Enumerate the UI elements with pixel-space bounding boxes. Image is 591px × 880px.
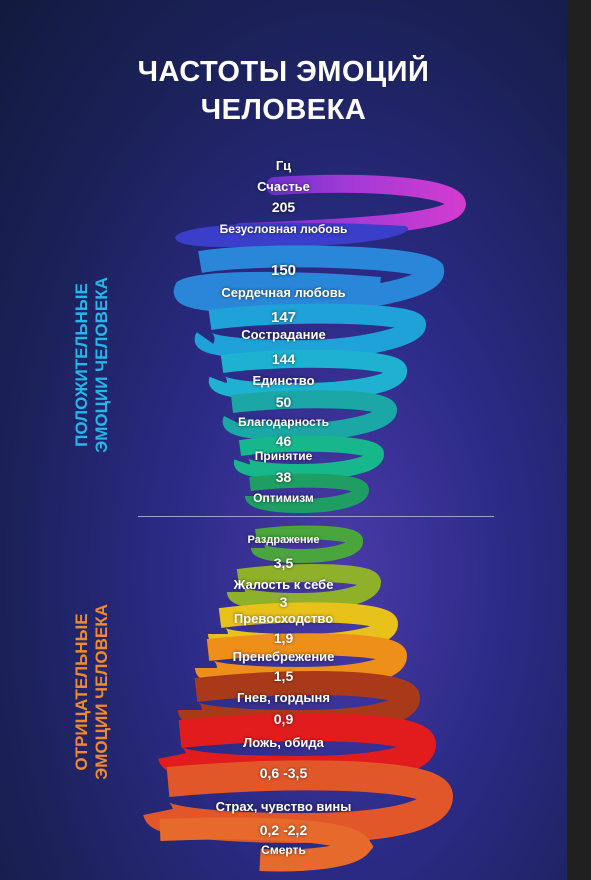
emotion-label: Раздражение — [247, 534, 320, 546]
frequency-value: 0,2 -2,2 — [259, 822, 308, 838]
frequency-value: 0,9 — [273, 711, 294, 727]
ribbon-band-self-pity — [227, 564, 382, 612]
ribbon-band-compassion — [194, 303, 426, 361]
section-divider — [138, 516, 494, 517]
ribbon-band-acceptance — [234, 435, 385, 481]
frequency-value: 50 — [275, 394, 292, 410]
emotion-label: Сострадание — [241, 327, 326, 342]
ribbon-band-heart-love — [173, 245, 444, 314]
emotion-label: Смерть — [261, 843, 306, 857]
side-strip — [567, 0, 591, 880]
frequency-value: 3 — [279, 594, 288, 610]
positive-ribbon — [173, 174, 467, 514]
frequency-value: 205 — [271, 199, 296, 215]
emotion-label: Оптимизм — [253, 491, 314, 505]
ribbon-band-unconditional-love — [175, 222, 409, 248]
emotion-label: Ложь, обида — [243, 735, 324, 750]
title-line-2: ЧЕЛОВЕКА — [200, 94, 367, 126]
ribbon-band-optimism — [245, 473, 370, 514]
emotion-label: Счастье — [257, 179, 310, 194]
emotion-label: Принятие — [254, 449, 313, 463]
frequency-value: 3,5 — [273, 555, 294, 571]
emotion-label: Превосходство — [233, 611, 334, 626]
frequency-value: 150 — [270, 262, 297, 279]
frequency-value: 144 — [271, 351, 296, 367]
ribbon-band-gratitude — [222, 390, 398, 442]
frequency-value: 147 — [270, 309, 297, 326]
emotion-label: Единство — [252, 373, 315, 388]
negative-ribbon — [143, 525, 454, 872]
frequency-value: 1,5 — [273, 668, 294, 684]
emotion-spiral-diagram — [143, 174, 467, 872]
frequency-value: 38 — [275, 469, 292, 485]
frequency-value: 46 — [275, 433, 292, 449]
emotion-label: Страх, чувство вины — [215, 799, 352, 814]
emotion-label: Сердечная любовь — [221, 285, 346, 300]
emotion-label: Пренебрежение — [232, 649, 335, 664]
frequency-value: 0,6 -3,5 — [259, 765, 308, 781]
emotion-label: Благодарность — [238, 415, 329, 429]
frequency-value: 1,9 — [273, 630, 294, 646]
emotion-label: Безусловная любовь — [219, 222, 348, 236]
emotion-label: Жалость к себе — [233, 577, 334, 592]
ribbon-band-unity — [209, 349, 407, 402]
ribbon-band-irritation — [251, 525, 363, 564]
unit-label: Гц — [275, 158, 292, 173]
ribbon-band-death — [159, 817, 374, 872]
emotion-label: Гнев, гордыня — [237, 690, 330, 705]
title-line-1: ЧАСТОТЫ ЭМОЦИЙ — [137, 56, 430, 88]
